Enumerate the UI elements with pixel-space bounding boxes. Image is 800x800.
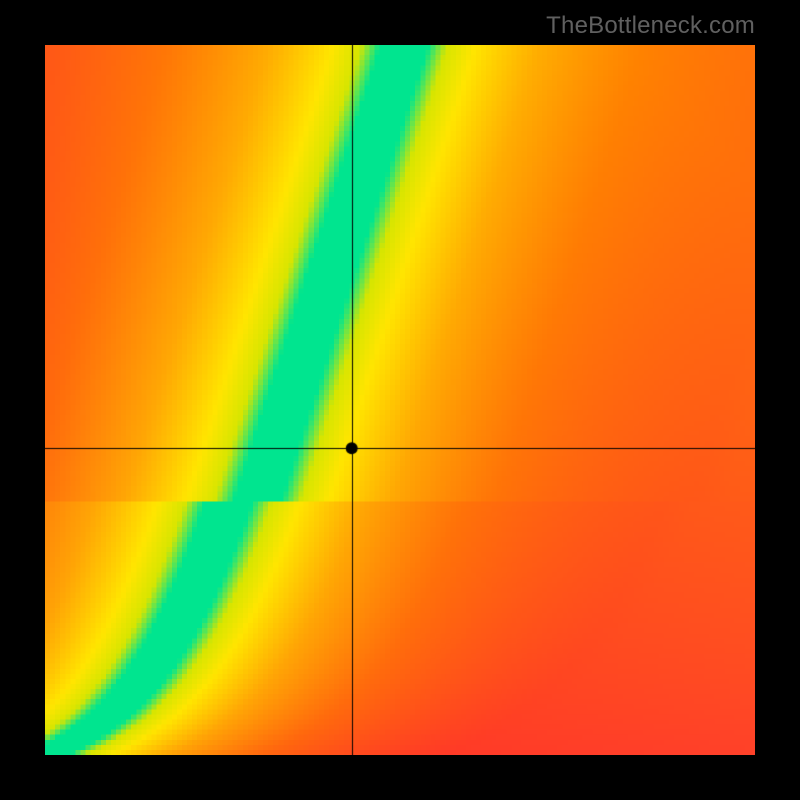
watermark-text: TheBottleneck.com	[546, 12, 755, 40]
chart-root: TheBottleneck.com	[0, 0, 800, 800]
bottleneck-heatmap	[45, 45, 755, 755]
